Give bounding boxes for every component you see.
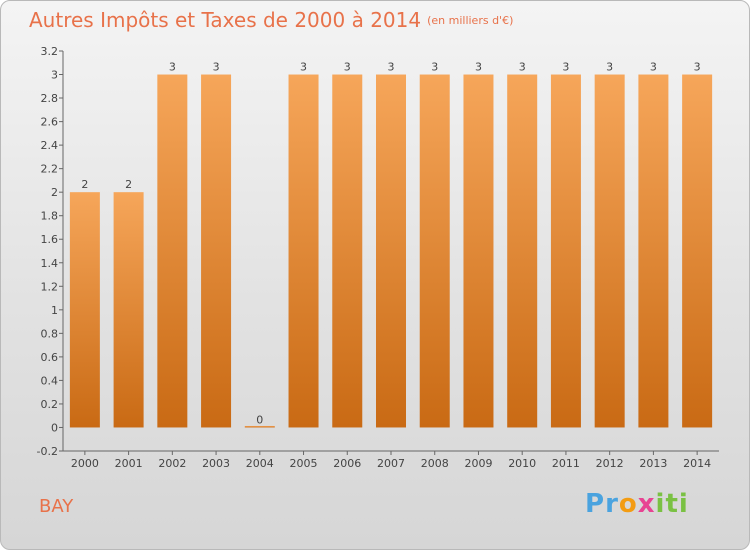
x-tick-label: 2003 <box>202 457 230 470</box>
bar <box>69 192 100 428</box>
data-label: 2 <box>81 178 88 191</box>
x-tick-label: 2009 <box>464 457 492 470</box>
y-tick-label: 2.2 <box>41 163 59 176</box>
x-tick-label: 2006 <box>333 457 361 470</box>
y-tick-label: 1.6 <box>41 233 59 246</box>
y-tick-label: 1.4 <box>41 257 59 270</box>
chart-subtitle: (en milliers d'€) <box>427 14 514 27</box>
x-tick-label: 2001 <box>115 457 143 470</box>
data-label: 3 <box>300 61 307 74</box>
y-tick-label: -0.2 <box>37 445 58 458</box>
y-tick-label: 2.6 <box>41 116 59 129</box>
x-tick-label: 2014 <box>683 457 711 470</box>
bar <box>682 74 713 428</box>
data-label: 3 <box>606 61 613 74</box>
data-label: 3 <box>650 61 657 74</box>
data-label: 3 <box>431 61 438 74</box>
x-tick-label: 2005 <box>290 457 318 470</box>
bar <box>201 74 232 428</box>
data-label: 3 <box>475 61 482 74</box>
bar <box>376 74 406 428</box>
logo-letter: x <box>637 489 656 519</box>
y-tick-label: 2.4 <box>41 139 59 152</box>
bar <box>113 192 144 428</box>
y-tick-label: 2.8 <box>41 92 59 105</box>
bar <box>507 74 538 428</box>
y-tick-label: 2 <box>51 186 58 199</box>
data-label: 3 <box>388 61 395 74</box>
y-tick-label: 1.8 <box>41 210 59 223</box>
data-label: 0 <box>256 413 263 426</box>
commune-name: BAY <box>39 496 74 517</box>
x-tick-label: 2010 <box>508 457 536 470</box>
y-tick-label: 0.2 <box>41 398 59 411</box>
y-tick-label: 0.8 <box>41 327 59 340</box>
y-tick-label: 1 <box>51 304 58 317</box>
data-label: 3 <box>694 61 701 74</box>
logo-letter: i <box>678 489 689 519</box>
y-tick-label: 0.4 <box>41 374 59 387</box>
bar <box>638 74 669 428</box>
logo-letter: r <box>605 489 619 519</box>
bar <box>288 74 319 428</box>
x-tick-label: 2007 <box>377 457 405 470</box>
bar <box>419 74 450 428</box>
y-tick-label: 0 <box>51 421 58 434</box>
bar <box>594 74 625 428</box>
logo-letter: o <box>618 489 638 519</box>
chart-title: Autres Impôts et Taxes de 2000 à 2014 (en… <box>29 8 513 32</box>
y-tick-label: 0.6 <box>41 351 59 364</box>
data-label: 2 <box>125 178 132 191</box>
x-tick-label: 2011 <box>552 457 580 470</box>
y-tick-label: 3 <box>51 69 58 82</box>
logo-letter: t <box>665 489 679 519</box>
data-label: 3 <box>562 61 569 74</box>
x-tick-label: 2008 <box>421 457 449 470</box>
x-tick-label: 2012 <box>596 457 624 470</box>
x-tick-label: 2004 <box>246 457 274 470</box>
data-label: 3 <box>213 61 220 74</box>
data-label: 3 <box>169 61 176 74</box>
bar <box>244 425 275 428</box>
proxiti-logo: Proxiti <box>585 489 689 519</box>
x-tick-label: 2002 <box>158 457 186 470</box>
chart-title-main: Autres Impôts et Taxes de 2000 à 2014 <box>29 8 422 32</box>
bar <box>157 74 188 428</box>
bar <box>550 74 581 428</box>
logo-letter: i <box>655 489 666 519</box>
bar <box>332 74 363 428</box>
data-label: 3 <box>344 61 351 74</box>
y-tick-label: 3.2 <box>41 45 59 58</box>
x-tick-label: 2013 <box>639 457 667 470</box>
x-tick-label: 2000 <box>71 457 99 470</box>
y-tick-label: 1.2 <box>41 280 59 293</box>
bar <box>463 74 494 428</box>
logo-letter: P <box>585 489 606 519</box>
data-label: 3 <box>519 61 526 74</box>
